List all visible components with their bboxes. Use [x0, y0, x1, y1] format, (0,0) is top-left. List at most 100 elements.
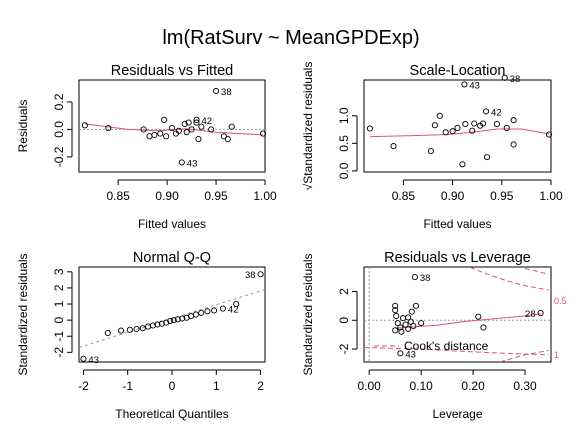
cooks-distance-curve — [498, 350, 549, 362]
data-point — [537, 310, 544, 317]
data-point — [181, 120, 188, 127]
y-tick-label: 2 — [337, 288, 351, 295]
data-point — [198, 309, 205, 316]
data-point — [157, 130, 164, 137]
data-point — [390, 143, 397, 150]
data-point — [483, 154, 491, 161]
data-point — [163, 133, 170, 140]
data-point — [366, 125, 373, 132]
data-point — [493, 121, 500, 128]
x-tick-label: 0.90 — [441, 189, 465, 203]
data-point — [188, 126, 195, 133]
point-label: 43 — [469, 80, 480, 91]
data-point — [161, 116, 168, 123]
data-point — [259, 130, 267, 137]
x-tick-label: 2 — [257, 379, 264, 393]
y-axis-label: √Standardized residuals — [301, 62, 315, 191]
y-tick-label: 0 — [52, 316, 66, 323]
data-point — [411, 274, 418, 281]
data-point — [410, 322, 417, 330]
y-axis-label: Standardized residuals — [16, 253, 30, 375]
data-point — [399, 315, 407, 322]
plot-frame — [363, 79, 552, 173]
panel-residuals-vs-leverage: Residuals vs Leverage 0.00 0.10 0.20 0.30 Lev… — [301, 250, 567, 421]
panel-title: Normal Q-Q — [133, 250, 211, 266]
x-axis-label: Fitted values — [138, 217, 206, 231]
x-tick-label: 0.90 — [155, 189, 179, 203]
data-point — [461, 81, 468, 88]
point-label: 42 — [228, 305, 239, 316]
figure-title: lm(RatSurv ~ MeanGPDExp) — [162, 27, 419, 49]
data-point — [454, 124, 461, 131]
point-label: 38 — [420, 273, 431, 284]
data-point — [80, 355, 87, 362]
data-point — [163, 319, 170, 326]
data-point — [394, 320, 401, 327]
data-point — [392, 327, 399, 334]
x-axis-label: Theoretical Quantiles — [115, 407, 228, 421]
x-axis-label: Fitted values — [423, 217, 491, 231]
data-point — [174, 316, 181, 323]
data-point — [449, 128, 456, 135]
data-point — [510, 117, 517, 124]
cooks-distance-curve — [364, 347, 549, 356]
data-point — [224, 135, 231, 143]
data-point — [151, 131, 158, 138]
data-point — [179, 315, 186, 322]
data-point — [405, 314, 412, 321]
x-tick-label: 1 — [213, 379, 220, 393]
data-point — [407, 318, 414, 325]
x-axis-label: Leverage — [432, 407, 482, 421]
data-point — [503, 124, 510, 131]
data-point — [139, 325, 146, 332]
data-point — [431, 122, 438, 129]
data-point — [219, 305, 226, 312]
data-point — [187, 313, 195, 320]
data-point — [195, 135, 202, 143]
plot-frame — [78, 79, 266, 173]
x-tick-label: -1 — [122, 379, 133, 393]
data-point — [204, 308, 211, 315]
point-label: 28 — [525, 309, 536, 320]
y-tick-label: -2 — [52, 347, 66, 358]
data-point — [442, 129, 449, 136]
data-point — [185, 119, 192, 126]
y-tick-label: 2 — [52, 284, 66, 291]
data-point — [510, 141, 517, 148]
x-tick-label: 0.85 — [392, 189, 416, 203]
x-tick-label: 0.95 — [490, 189, 514, 203]
data-point — [158, 320, 165, 327]
y-axis-label: Standardized residuals — [301, 253, 315, 375]
x-tick-label: 0.00 — [358, 379, 382, 393]
data-point — [170, 317, 177, 324]
data-point — [475, 313, 482, 320]
x-tick-label: -2 — [78, 379, 89, 393]
x-tick-label: 1.00 — [539, 189, 563, 203]
data-point — [397, 324, 404, 331]
y-tick-label: -1 — [52, 331, 66, 342]
data-point — [192, 311, 199, 318]
data-point — [178, 159, 185, 166]
panel-title: Scale-Location — [410, 63, 506, 79]
cooks-contour-label: 1 — [554, 350, 559, 360]
cooks-legend-label: Cook's distance — [404, 339, 489, 353]
point-label: 38 — [245, 270, 256, 281]
panel-title: Residuals vs Fitted — [111, 63, 234, 79]
data-point — [126, 326, 133, 333]
data-point — [405, 325, 412, 332]
smooth-line — [395, 313, 541, 329]
smooth-line — [369, 128, 550, 138]
x-tick-label: 0.30 — [513, 379, 537, 393]
data-point — [105, 125, 112, 132]
data-point — [175, 127, 182, 134]
data-point — [208, 126, 215, 133]
x-tick-label: 0.95 — [204, 189, 228, 203]
data-point — [545, 131, 553, 138]
data-point — [193, 119, 200, 126]
plot-frame — [78, 266, 266, 363]
y-tick-label: 0.0 — [337, 162, 351, 179]
point-label: 43 — [187, 158, 198, 169]
data-point — [167, 317, 174, 324]
data-point — [412, 302, 419, 309]
